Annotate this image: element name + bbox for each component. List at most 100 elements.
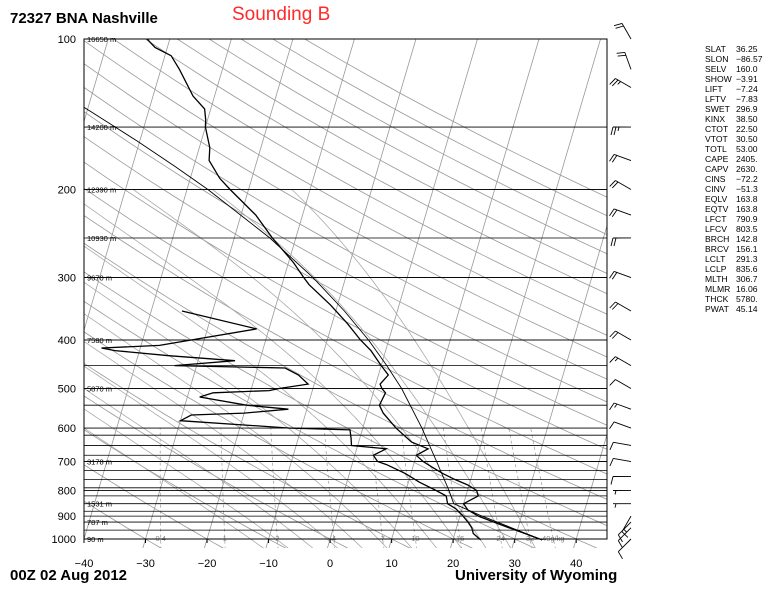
mixing-ratio-line	[220, 428, 226, 548]
wind-barb	[617, 521, 632, 543]
moist-adiabat	[291, 189, 536, 548]
x-tick-label: −40	[75, 558, 94, 570]
barb-flag	[609, 379, 616, 386]
index-key: SHOW	[705, 74, 732, 84]
index-key: TOTL	[705, 144, 727, 154]
index-row: KINX 38.50	[705, 114, 763, 124]
index-row: CINS −72.2	[705, 174, 763, 184]
barb-flag	[609, 421, 615, 430]
index-value: 306.7	[736, 274, 758, 284]
barb-staff	[615, 78, 632, 88]
barb-flag	[617, 54, 626, 57]
wind-barb	[609, 356, 632, 366]
index-row: SWET 296.9	[705, 104, 763, 114]
wind-barb	[609, 379, 632, 389]
isotherm-line	[142, 39, 294, 548]
index-value: 45.14	[736, 304, 758, 314]
index-key: MLMR	[705, 284, 731, 294]
dry-adiabat	[84, 161, 607, 450]
index-key: BRCH	[705, 234, 730, 244]
x-tick-label: −10	[259, 558, 278, 570]
barb-flag	[609, 458, 614, 467]
index-key: CINV	[705, 184, 726, 194]
barb-flag	[609, 301, 616, 309]
index-row: SLON −86.57	[705, 54, 763, 64]
index-row: BRCV 156.1	[705, 244, 763, 254]
index-key: SLON	[705, 54, 729, 64]
y-tick-label: 1000	[52, 534, 76, 546]
height-label: 1531 m	[87, 500, 112, 509]
indices-table: SLAT 36.25 SLON −86.57 SELV 160.0 SHOW −3.91 LIF…	[705, 44, 763, 314]
dry-adiabat	[177, 39, 607, 274]
dry-adiabat	[145, 39, 607, 295]
y-tick-label: 800	[58, 486, 76, 498]
moist-adiabat	[84, 388, 314, 548]
index-key: CAPE	[705, 154, 729, 164]
dewpoint-profile	[101, 310, 482, 541]
index-key: THCK	[705, 294, 729, 304]
height-label: 3178 m	[87, 458, 112, 467]
date-label: 00Z 02 Aug 2012	[10, 567, 128, 584]
height-label: 10930 m	[87, 234, 116, 243]
mixing-ratio-line	[270, 428, 279, 548]
index-key: LFCV	[705, 224, 727, 234]
wind-barb-layer	[609, 22, 632, 560]
y-tick-label: 600	[58, 423, 76, 435]
index-row: LCLT 291.3	[705, 254, 763, 264]
index-value: 296.9	[736, 104, 758, 114]
y-tick-label: 400	[58, 335, 76, 347]
index-row: LIFT −7.24	[705, 84, 763, 94]
index-row: MLMR 16.06	[705, 284, 763, 294]
isotherm-line	[203, 39, 355, 548]
index-value: 53.00	[736, 144, 758, 154]
index-row: CINV −51.3	[705, 184, 763, 194]
wind-barb	[609, 457, 632, 467]
barb-half-flag	[617, 126, 620, 132]
index-row: CAPV 2630.	[705, 164, 763, 174]
index-value: 16.06	[736, 284, 758, 294]
moist-adiabat	[84, 313, 388, 548]
index-key: CAPV	[705, 164, 729, 174]
dry-adiabat	[84, 187, 607, 475]
barb-half-flag	[623, 528, 627, 533]
barb-staff	[613, 208, 632, 216]
index-key: PWAT	[705, 304, 729, 314]
dry-adiabat	[84, 214, 607, 500]
index-value: 803.5	[736, 224, 758, 234]
index-row: CAPE 2405.	[705, 154, 763, 164]
index-value: −3.91	[736, 74, 758, 84]
x-tick-label: −30	[136, 558, 155, 570]
y-tick-label: 500	[58, 383, 76, 395]
profile-layer	[84, 39, 543, 541]
height-label: 787 m	[87, 518, 108, 527]
wind-barb	[621, 515, 632, 538]
barb-flag	[609, 180, 616, 187]
index-key: KINX	[705, 114, 726, 124]
barb-flag	[609, 154, 615, 162]
isotherm-line	[573, 433, 607, 548]
moist-adiabat	[84, 281, 413, 548]
wind-barb	[612, 490, 632, 495]
y-tick-label: 200	[58, 185, 76, 197]
barb-flag	[609, 78, 616, 85]
barb-flag	[610, 476, 614, 485]
barb-half-flag	[614, 357, 619, 362]
index-key: EQLV	[705, 194, 728, 204]
wind-barb	[609, 153, 632, 163]
index-value: 291.3	[736, 254, 758, 264]
index-key: LCLT	[705, 254, 726, 264]
x-tick-label: 20	[447, 558, 459, 570]
wind-barb	[616, 51, 632, 70]
index-row: VTOT 30.50	[705, 134, 763, 144]
index-value: 835.6	[736, 264, 758, 274]
wind-barb	[613, 22, 632, 40]
dry-adiabat	[208, 39, 607, 255]
barb-half-flag	[614, 403, 618, 408]
index-value: 2405.	[736, 154, 758, 164]
x-tick-label: 0	[327, 558, 333, 570]
isotherm-line	[84, 39, 232, 541]
index-key: MLTH	[705, 274, 728, 284]
barb-flag	[611, 332, 619, 339]
mixing-ratio-line	[159, 428, 162, 548]
